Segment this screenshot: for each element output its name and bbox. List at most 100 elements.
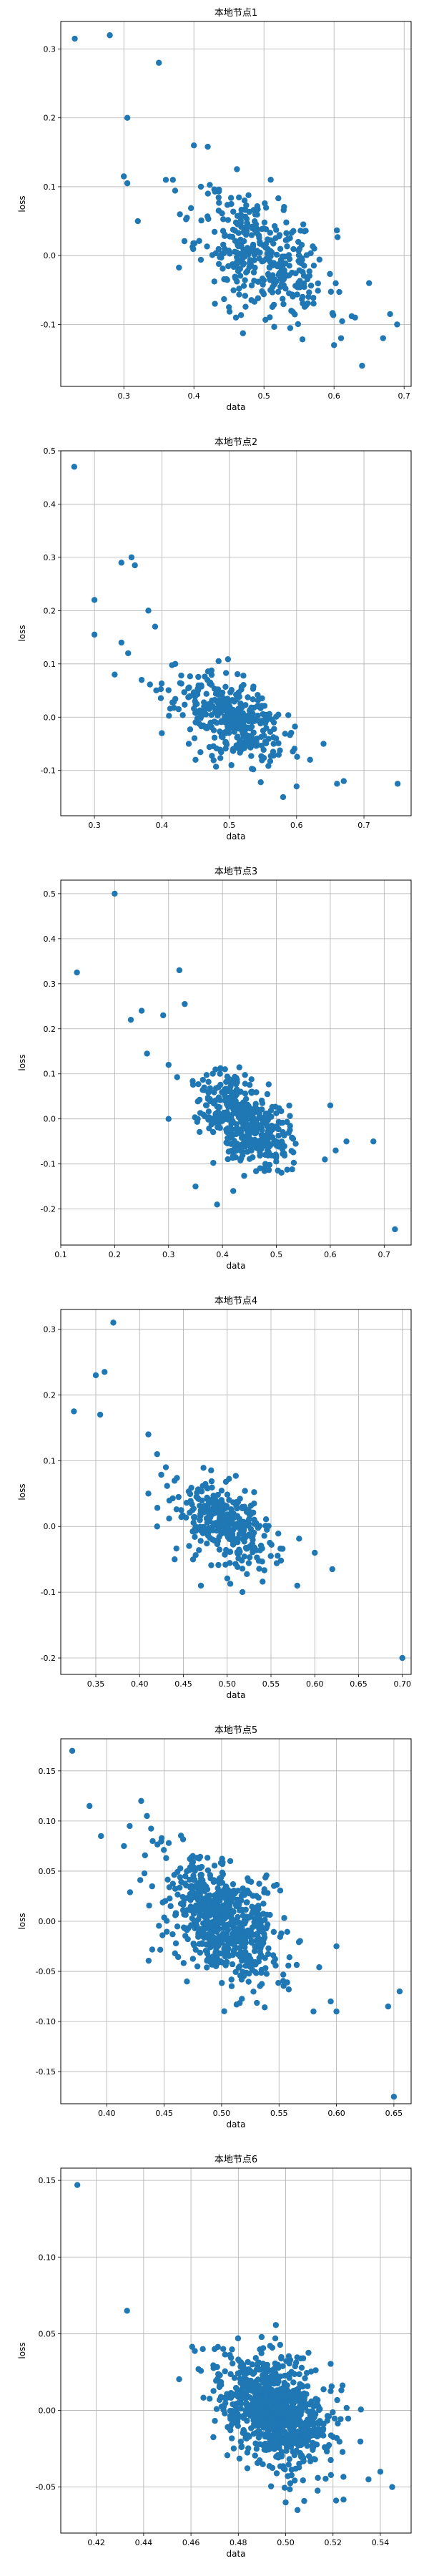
x-tick-label: 0.55 [270,2109,288,2118]
scatter-point [392,1226,398,1233]
scatter-point [202,724,209,731]
scatter-point [232,1081,240,1088]
scatter-point [184,1868,190,1875]
scatter-point [242,1948,249,1956]
y-tick-label: 0.5 [44,889,56,899]
scatter-point [327,288,335,295]
x-tick-label: 0.50 [277,2538,295,2547]
scatter-point [285,235,292,242]
scatter-point [211,186,217,192]
scatter-point [172,1940,179,1947]
scatter-point [253,210,260,217]
scatter-point [207,2396,213,2402]
scatter-point [300,2477,306,2484]
scatter-point [214,2363,220,2371]
scatter-panel-2: 本地节点2 0.3 0.4 0.5 0.6 0.7 -0.1 0.0 0.1 0.2 0.3 0.4 0… [17,437,412,841]
scatter-point [315,2474,321,2482]
scatter-point [240,733,247,740]
y-axis-label: loss [17,1483,27,1500]
scatter-point [292,270,299,277]
x-tick-label: 0.6 [324,1250,337,1259]
scatter-point [310,2420,316,2426]
scatter-point [182,1873,189,1880]
scatter-point [282,2429,288,2436]
scatter-point [240,673,247,679]
scatter-point [223,1513,230,1521]
scatter-point [266,2463,273,2469]
scatter-point [316,1964,322,1971]
scatter-point [294,2507,301,2514]
scatter-point [334,234,341,240]
scatter-point [200,1506,207,1512]
scatter-point [332,280,339,287]
scatter-point [306,289,312,296]
scatter-point [250,686,257,692]
scatter-point [222,683,229,691]
scatter-point [127,1823,133,1830]
y-tick-label: 0.05 [39,1867,56,1876]
scatter-point [245,694,251,701]
x-axis-label: data [226,2549,245,2559]
scatter-point [237,273,244,279]
scatter-point [260,1120,266,1126]
scatter-point [370,1138,377,1145]
scatter-point [305,2408,312,2415]
x-tick-label: 0.7 [398,391,410,401]
scatter-point [265,1945,272,1951]
scatter-point [251,251,258,258]
scatter-point [253,228,260,235]
scatter-point [231,1514,237,1521]
scatter-point [154,1450,160,1458]
scatter-point [247,2368,253,2376]
scatter-point [204,1867,212,1873]
scatter-points [74,890,398,1233]
scatter-point [200,1111,207,1118]
scatter-point [330,2409,336,2416]
scatter-point [230,287,237,293]
scatter-point [224,1958,230,1966]
scatter-point [273,2470,280,2477]
scatter-point [257,1141,263,1148]
scatter-point [389,2484,395,2490]
scatter-point [194,1855,200,1861]
scatter-point [218,1511,225,1518]
scatter-point [145,1491,152,1497]
x-tick-label: 0.52 [324,2538,342,2547]
scatter-point [165,1061,172,1068]
scatter-point [225,1922,231,1928]
scatter-point [192,1513,198,1521]
scatter-point [240,710,246,716]
scatter-point [252,1547,260,1553]
scatter-point [231,1946,238,1953]
scatter-point [203,691,209,697]
scatter-point [217,1097,224,1103]
scatter-point [240,253,246,259]
scatter-point [217,2372,223,2379]
scatter-point [212,2346,218,2353]
scatter-point [244,220,251,227]
scatter-point [333,1943,340,1950]
scatter-point [202,1919,209,1926]
y-tick-label: 0.4 [44,935,56,944]
scatter-point [178,1507,184,1513]
scatter-point [167,1903,174,1910]
scatter-point [339,318,345,325]
chart-title: 本地节点5 [214,1725,257,1736]
scatter-point [294,291,300,298]
scatter-point [243,1121,250,1128]
x-axis-label: data [226,1690,245,1700]
scatter-point [249,2388,255,2394]
scatter-point [244,716,251,723]
scatter-point [241,1538,247,1545]
x-tick-label: 0.65 [350,1679,368,1689]
scatter-point [220,2346,227,2352]
scatter-point [224,727,231,734]
scatter-point [211,734,218,741]
scatter-point [262,1161,269,1167]
scatter-point [160,1847,167,1853]
scatter-point [267,237,273,243]
scatter-point [306,268,312,275]
scatter-point [195,673,202,680]
scatter-point [218,749,225,756]
scatter-point [252,2422,258,2429]
